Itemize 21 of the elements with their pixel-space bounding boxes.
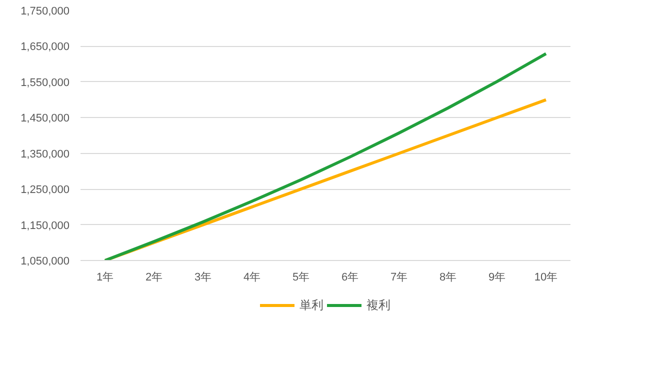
- x-tick-label: 2年: [145, 272, 163, 284]
- y-tick-label: 1,450,000: [20, 112, 70, 125]
- y-tick-label: 1,750,000: [20, 6, 70, 18]
- x-tick-label: 1年: [96, 272, 114, 284]
- y-tick-label: 1,550,000: [20, 76, 70, 89]
- x-tick-label: 10年: [534, 272, 558, 284]
- line-series: [104, 52, 548, 260]
- x-tick-label: 3年: [194, 272, 212, 284]
- x-tick-label: 5年: [292, 272, 310, 284]
- y-tick-label: 1,650,000: [20, 41, 70, 54]
- x-tick-label: 8年: [439, 272, 457, 284]
- y-tick-label: 1,050,000: [20, 256, 70, 268]
- x-tick-label: 6年: [341, 272, 359, 284]
- legend-label: 単利: [300, 296, 324, 314]
- y-tick-label: 1,150,000: [20, 220, 70, 232]
- x-tick-label: 7年: [390, 272, 408, 284]
- y-tick-label: 1,250,000: [20, 184, 70, 196]
- legend-label: 複利: [366, 296, 390, 314]
- y-tick-label: 1,350,000: [20, 148, 70, 160]
- x-tick-label: 9年: [488, 272, 506, 284]
- x-tick-label: 4年: [243, 272, 261, 284]
